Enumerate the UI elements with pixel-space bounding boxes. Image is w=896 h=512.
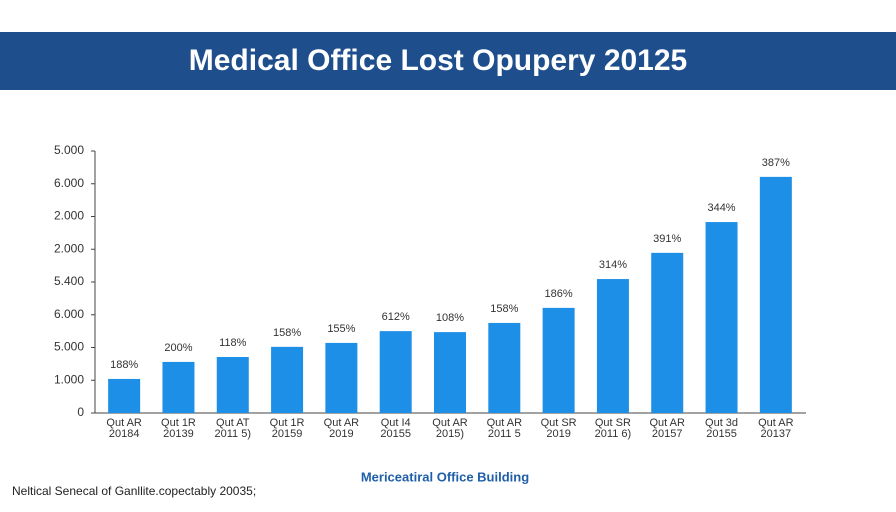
x-tick-line: Qut 3d (705, 417, 738, 429)
bar-annotation: 158% (490, 303, 518, 315)
x-tick-line: Qut I4 (381, 417, 411, 429)
x-tick-line: Qut AR (649, 417, 685, 429)
bar (488, 322, 521, 413)
bar-annotation: 118% (219, 337, 247, 349)
x-tick-line: Qut AR (432, 417, 468, 429)
x-tick-line: 20137 (761, 428, 792, 440)
y-tick-label: 6.000 (54, 307, 84, 321)
bar-annotation: 612% (382, 311, 410, 323)
bar (759, 176, 792, 413)
x-tick-line: Qut 1R (161, 417, 196, 429)
bar (651, 252, 684, 413)
y-tick-label: 1.000 (54, 372, 84, 386)
x-tick-line: Qut SR (541, 417, 577, 429)
bar (705, 222, 738, 413)
x-tick-label: Qut AR 20157 (649, 417, 685, 440)
x-tick-line: 2011 5) (215, 428, 252, 440)
header-band (0, 32, 896, 90)
bar-annotation: 155% (327, 323, 355, 335)
x-tick-line: Qut AR (106, 417, 142, 429)
bar (596, 279, 629, 413)
x-tick-label: Qut AR 2011 5 (487, 417, 523, 440)
bar (542, 307, 575, 413)
x-tick-line: 20139 (163, 428, 194, 440)
bar (271, 346, 304, 413)
x-tick-line: Qut 1R (270, 417, 305, 429)
x-tick-line: Qut AR (758, 417, 794, 429)
x-tick-line: Qut AR (487, 417, 523, 429)
x-tick-line: 2019 (546, 428, 570, 440)
y-tick-label: 2.000 (54, 241, 84, 255)
bar-annotation: 387% (762, 157, 790, 169)
x-tick-label: Qut AR 2015) (432, 417, 468, 440)
x-tick-line: Qut AR (324, 417, 360, 429)
bar-annotation: 314% (599, 259, 627, 271)
bar-annotation: 158% (273, 327, 301, 339)
x-tick-line: 20155 (706, 428, 737, 440)
x-tick-label: Qut AT 2011 5) (215, 417, 252, 440)
x-tick-line: 2011 5 (488, 428, 521, 440)
footnote: Neltical Senecal of Ganllite.copectably … (12, 484, 256, 498)
bar (108, 378, 141, 413)
x-tick-label: Qut AR 2019 (324, 417, 360, 440)
y-tick-label: 5.000 (54, 340, 84, 354)
x-tick-label: Qut SR 2019 (541, 417, 577, 440)
x-tick-line: 20157 (652, 428, 683, 440)
bar-annotation: 344% (707, 202, 735, 214)
bar (216, 356, 249, 413)
chart-title: Medical Office Lost Opupery 20125 (189, 44, 688, 77)
bar-annotation: 188% (110, 359, 138, 371)
x-tick-line: 2011 6) (595, 428, 632, 440)
bar (434, 332, 466, 413)
bar-annotation: 391% (653, 233, 681, 245)
bar-annotation: 186% (545, 288, 573, 300)
y-tick-label: 5.400 (54, 274, 84, 288)
y-tick-label: 6.000 (54, 176, 84, 190)
x-tick-line: Qut SR (595, 417, 631, 429)
bar (162, 361, 195, 413)
bar-annotation: 200% (164, 342, 192, 354)
x-tick-label: Qut 3d 20155 (705, 417, 738, 440)
x-tick-label: Qut AR 20137 (758, 417, 794, 440)
x-tick-line: 20155 (380, 428, 411, 440)
x-tick-line: 2015) (436, 428, 464, 440)
x-tick-line: Qut AT (216, 417, 250, 429)
y-tick-label: 0 (77, 405, 84, 419)
y-tick-label: 5.000 (54, 143, 84, 157)
x-tick-label: Qut SR 2011 6) (595, 417, 632, 440)
y-tick-label: 2.000 (54, 209, 84, 223)
x-tick-line: 20159 (272, 428, 303, 440)
bar (325, 342, 358, 413)
bar-annotation: 108% (436, 312, 464, 324)
x-tick-label: Qut 1R 20159 (270, 417, 305, 440)
x-tick-label: Qut AR 20184 (106, 417, 142, 440)
x-tick-line: 2019 (329, 428, 353, 440)
x-tick-label: Qut I4 20155 (380, 417, 411, 440)
x-tick-label: Qut 1R 20139 (161, 417, 196, 440)
x-tick-line: 20184 (109, 428, 140, 440)
x-axis-label: Mericeatiral Office Building (361, 469, 529, 484)
bar (379, 331, 412, 413)
